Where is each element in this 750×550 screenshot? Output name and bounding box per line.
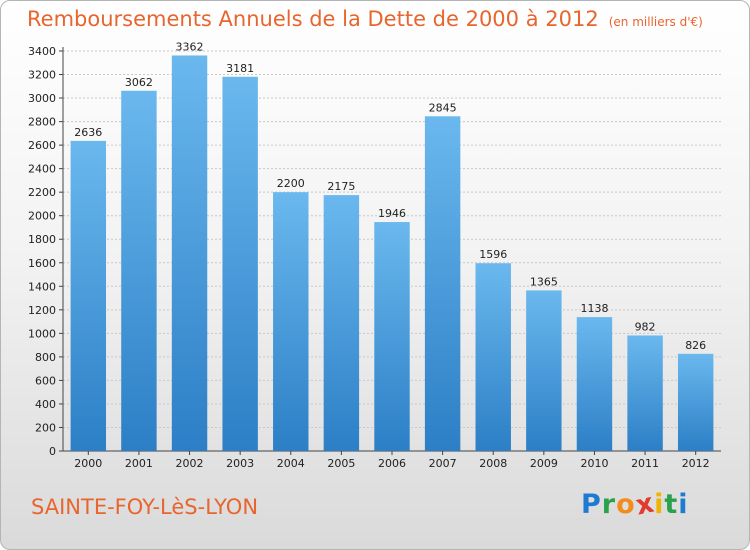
chart-title-main: Remboursements Annuels de la Dette de 20… xyxy=(27,7,599,31)
x-tick-label-2009: 2009 xyxy=(530,457,558,470)
proxiti-logo: Proxiti xyxy=(581,487,689,521)
logo-letter: r xyxy=(601,489,617,520)
data-label-2007: 2845 xyxy=(429,101,457,114)
bar-2010 xyxy=(576,317,613,451)
y-tick-label: 3200 xyxy=(28,69,56,82)
x-tick-label-2005: 2005 xyxy=(327,457,355,470)
bar-2004 xyxy=(273,192,309,452)
bar-2005 xyxy=(323,195,360,451)
data-label-2009: 1365 xyxy=(530,275,558,288)
labels: 0 200 400 600 800 1000 1200 1400 1600 1800 2000 220… xyxy=(28,40,710,470)
y-tick-label: 2600 xyxy=(28,139,56,152)
data-label-2011: 982 xyxy=(635,320,656,333)
chart-title: Remboursements Annuels de la Dette de 20… xyxy=(27,7,703,31)
y-tick-label: 3400 xyxy=(28,45,56,58)
bar-2001 xyxy=(121,90,157,451)
y-tick-label: 2400 xyxy=(28,163,56,176)
place-name: SAINTE-FOY-LèS-LYON xyxy=(31,495,259,519)
x-tick-label-2008: 2008 xyxy=(479,457,507,470)
x-tick-label-2003: 2003 xyxy=(226,457,254,470)
logo-letter: o xyxy=(616,489,636,520)
y-tick-label: 1400 xyxy=(28,280,56,293)
y-tick-label: 400 xyxy=(35,398,56,411)
data-label-2010: 1138 xyxy=(580,302,608,315)
data-label-2012: 826 xyxy=(685,339,706,352)
bar-2009 xyxy=(526,290,562,451)
y-tick-label: 1600 xyxy=(28,257,56,270)
data-label-2004: 2200 xyxy=(277,177,305,190)
y-tick-label: 0 xyxy=(49,445,56,458)
y-tick-label: 600 xyxy=(35,374,56,387)
data-label-2003: 3181 xyxy=(226,62,254,75)
bar-2002 xyxy=(171,55,208,452)
x-tick-label-2002: 2002 xyxy=(176,457,204,470)
chart-unit-note: (en milliers d'€) xyxy=(608,15,703,29)
bar-2008 xyxy=(475,263,511,451)
logo-letter: P xyxy=(581,489,602,520)
y-tick-label: 1000 xyxy=(28,327,56,340)
x-tick-label-2000: 2000 xyxy=(74,457,102,470)
data-label-2001: 3062 xyxy=(125,76,153,89)
logo-letter: i xyxy=(654,489,665,520)
y-tick-label: 200 xyxy=(35,421,56,434)
x-tick-label-2007: 2007 xyxy=(429,457,457,470)
bar-2012 xyxy=(677,353,714,451)
x-tick-label-2004: 2004 xyxy=(277,457,305,470)
x-tick-label-2010: 2010 xyxy=(580,457,608,470)
x-tick-label-2006: 2006 xyxy=(378,457,406,470)
data-label-2000: 2636 xyxy=(74,126,102,139)
y-tick-label: 1200 xyxy=(28,304,56,317)
bar-2000 xyxy=(70,140,107,451)
logo-letter: i xyxy=(678,489,689,520)
data-label-2005: 2175 xyxy=(327,180,355,193)
bar-2011 xyxy=(627,335,663,451)
logo-letter: t xyxy=(664,489,679,520)
data-label-2002: 3362 xyxy=(176,40,204,53)
y-tick-label: 1800 xyxy=(28,233,56,246)
bars xyxy=(70,55,714,452)
x-tick-label-2011: 2011 xyxy=(631,457,659,470)
bar-2006 xyxy=(374,222,410,451)
x-tick-label-2001: 2001 xyxy=(125,457,153,470)
y-tick-label: 2000 xyxy=(28,210,56,223)
data-label-2008: 1596 xyxy=(479,248,507,261)
bar-2003 xyxy=(222,76,258,451)
y-tick-label: 2800 xyxy=(28,116,56,129)
x-tick-label-2012: 2012 xyxy=(682,457,710,470)
bar-2007 xyxy=(424,116,461,451)
y-tick-label: 2200 xyxy=(28,186,56,199)
data-label-2006: 1946 xyxy=(378,207,406,220)
y-tick-label: 3000 xyxy=(28,92,56,105)
y-tick-label: 800 xyxy=(35,351,56,364)
